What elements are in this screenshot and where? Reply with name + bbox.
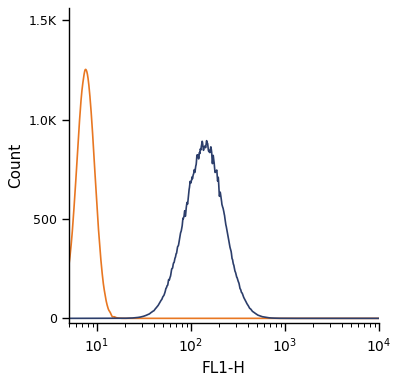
Y-axis label: Count: Count: [8, 143, 23, 189]
X-axis label: FL1-H: FL1-H: [202, 361, 246, 376]
